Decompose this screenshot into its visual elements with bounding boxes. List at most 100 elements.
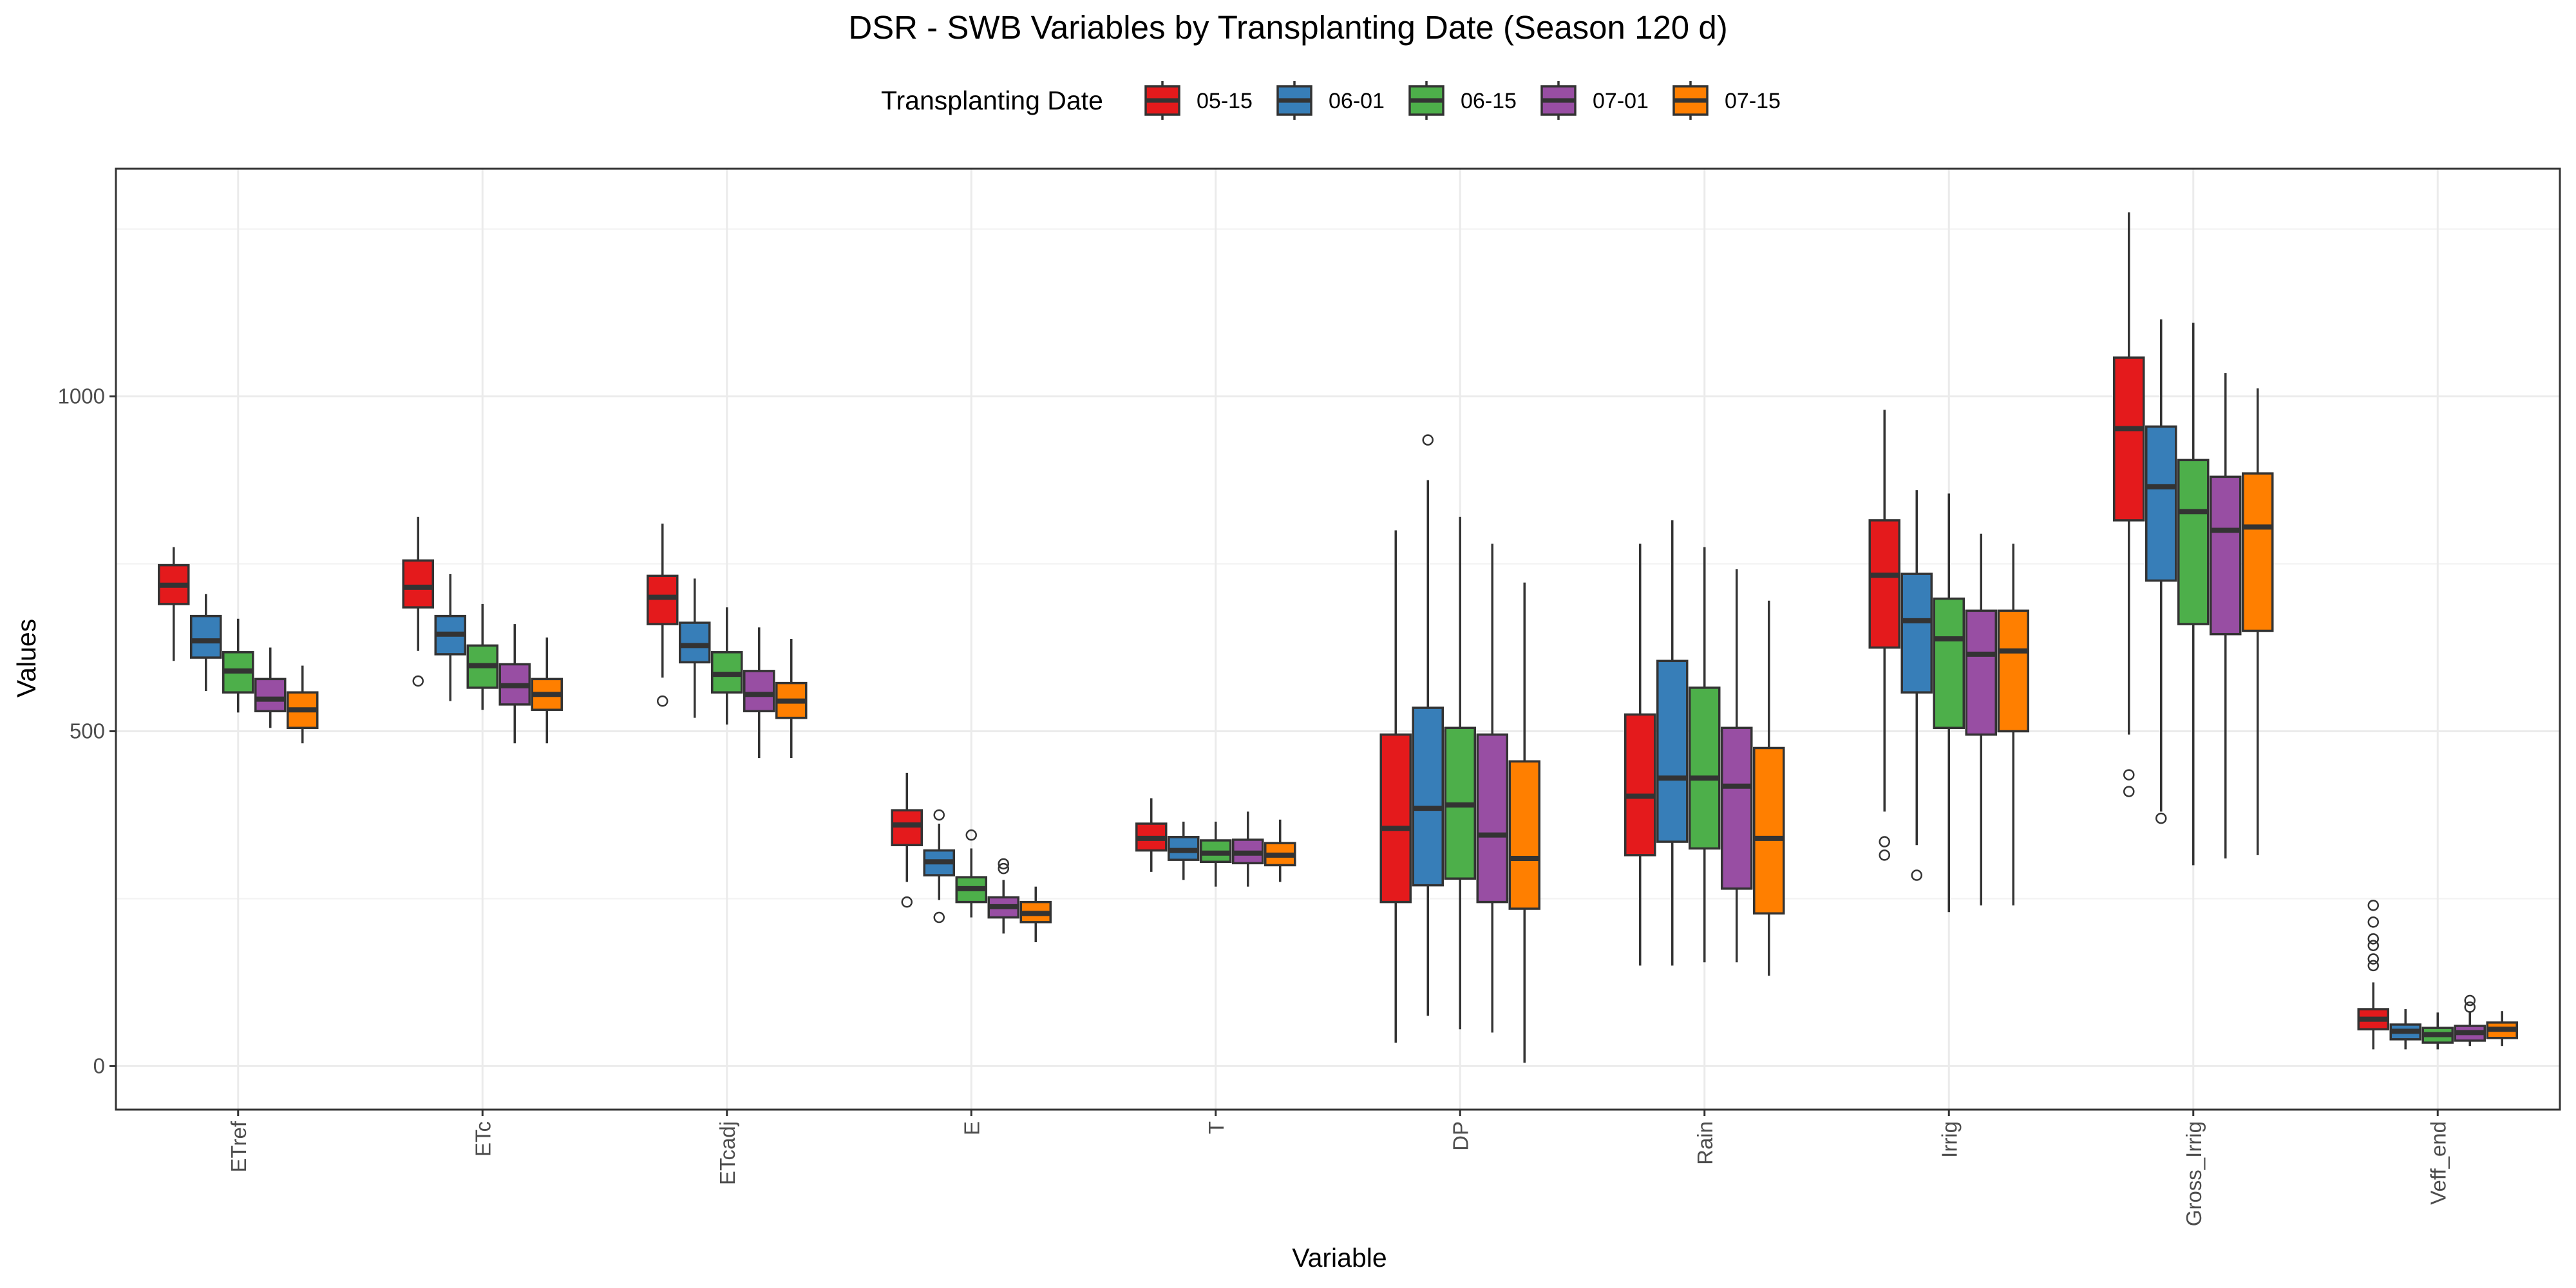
box-irrig-06-15 <box>1933 493 1965 913</box>
x-tick-label: Veff_end <box>2426 1121 2450 1205</box>
outlier-point <box>2367 960 2379 972</box>
box-iqr <box>1476 733 1508 904</box>
box-e-06-01 <box>923 809 955 923</box>
box-iqr <box>2177 459 2210 625</box>
x-tick-label: ETref <box>227 1121 251 1172</box>
box-dp-06-15 <box>1444 516 1476 1030</box>
box-iqr <box>1868 519 1900 649</box>
legend-label: 06-15 <box>1461 89 1517 113</box>
box-t-06-15 <box>1200 821 1232 887</box>
outlier-point <box>965 829 977 841</box>
box-etcadj-06-01 <box>679 578 711 718</box>
box-iqr <box>1689 687 1721 850</box>
box-rain-06-15 <box>1689 547 1721 963</box>
box-iqr <box>254 677 287 713</box>
box-etcadj-06-15 <box>711 607 743 725</box>
box-gross-irrig-06-01 <box>2145 319 2177 824</box>
outlier-point <box>2464 994 2476 1007</box>
box-irrig-07-01 <box>1965 533 1997 905</box>
box-etc-06-15 <box>466 603 498 710</box>
box-rain-06-01 <box>1656 520 1689 966</box>
box-etc-05-15 <box>402 516 434 687</box>
box-etref-06-15 <box>222 618 254 713</box>
outlier-point <box>657 695 668 707</box>
box-etref-05-15 <box>158 547 190 661</box>
box-etref-06-01 <box>190 594 222 692</box>
box-gross-irrig-07-15 <box>2242 388 2274 855</box>
outlier-point <box>2367 916 2379 928</box>
x-tick-label: DP <box>1448 1121 1472 1151</box>
legend-label: 07-01 <box>1593 89 1649 113</box>
box-e-05-15 <box>891 772 923 908</box>
box-iqr <box>1412 706 1444 887</box>
box-rain-05-15 <box>1624 544 1656 966</box>
box-iqr <box>1933 597 1965 730</box>
box-iqr <box>402 559 434 609</box>
outlier-point <box>1879 836 1890 848</box>
x-tick-label: Irrig <box>1937 1121 1961 1158</box>
box-iqr <box>190 614 222 659</box>
legend-item-05-15: 05-15 <box>1144 81 1253 120</box>
box-gross-irrig-06-15 <box>2177 323 2210 866</box>
outlier-point <box>2155 812 2167 824</box>
box-t-05-15 <box>1135 798 1168 872</box>
box-e-07-15 <box>1019 886 1052 943</box>
box-iqr <box>2210 475 2242 636</box>
box-dp-07-01 <box>1476 544 1508 1033</box>
box-dp-07-15 <box>1508 582 1540 1063</box>
outlier-point <box>2367 953 2379 965</box>
legend-item-06-01: 06-01 <box>1276 81 1385 120</box>
box-iqr <box>2113 356 2145 522</box>
boxes-layer <box>158 212 2518 1063</box>
box-rain-07-15 <box>1753 600 1785 976</box>
outlier-point <box>998 858 1009 870</box>
outlier-point <box>2464 1001 2476 1013</box>
box-iqr <box>647 574 679 625</box>
box-iqr <box>1721 726 1753 890</box>
outlier-point <box>2367 933 2379 945</box>
panel-background <box>116 169 2560 1110</box>
legend-item-06-15: 06-15 <box>1408 81 1517 120</box>
outlier-point <box>933 809 945 821</box>
x-tick-label: Gross_Irrig <box>2182 1121 2206 1226</box>
x-tick-label: Rain <box>1693 1121 1717 1165</box>
outlier-point <box>1422 434 1434 446</box>
grid-lines <box>116 169 2560 1110</box>
box-etc-07-15 <box>531 637 563 744</box>
box-veff-end-05-15 <box>2357 900 2389 1050</box>
box-irrig-07-15 <box>1997 544 2029 905</box>
box-iqr <box>2242 472 2274 632</box>
box-iqr <box>1997 609 2029 733</box>
y-tick-label: 500 <box>70 719 105 743</box>
box-iqr <box>1900 573 1933 694</box>
outlier-point <box>1879 849 1890 861</box>
x-tick-label: ETcadj <box>715 1121 739 1185</box>
box-irrig-05-15 <box>1868 410 1900 861</box>
legend-label: 07-15 <box>1725 89 1781 113</box>
box-iqr <box>743 670 775 713</box>
box-etref-07-15 <box>287 665 319 744</box>
box-veff-end-06-15 <box>2421 1012 2454 1050</box>
outlier-point <box>901 896 913 908</box>
box-e-06-15 <box>955 829 987 918</box>
box-iqr <box>2145 425 2177 582</box>
box-dp-06-01 <box>1412 434 1444 1016</box>
box-dp-05-15 <box>1379 530 1412 1043</box>
box-etref-07-01 <box>254 647 287 728</box>
box-iqr <box>1965 609 1997 736</box>
x-tick-label: T <box>1204 1121 1228 1134</box>
panel-border <box>115 167 2561 1111</box>
outlier-point <box>2123 786 2135 797</box>
box-t-06-01 <box>1168 821 1200 880</box>
outlier-point <box>933 911 945 923</box>
legend-label: 06-01 <box>1329 89 1385 113</box>
box-rain-07-01 <box>1721 569 1753 963</box>
outlier-point <box>1911 869 1922 881</box>
box-iqr <box>1624 713 1656 857</box>
box-etcadj-05-15 <box>647 524 679 707</box>
plot-panel <box>116 169 2560 1110</box>
box-t-07-15 <box>1264 819 1296 882</box>
y-tick-label: 0 <box>93 1054 105 1077</box>
box-iqr <box>679 621 711 664</box>
